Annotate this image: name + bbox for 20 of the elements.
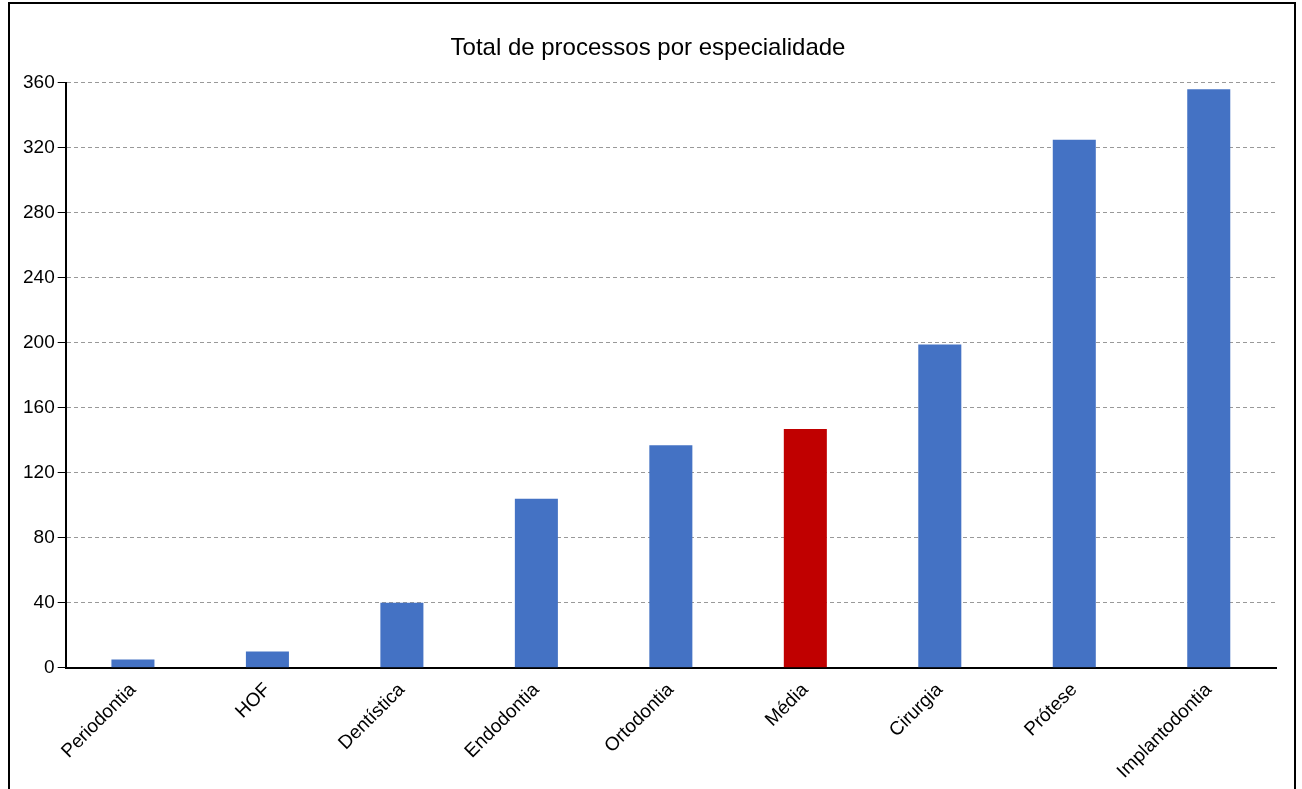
y-tick-label: 240 [23,266,55,288]
y-tick-label: 160 [23,396,55,417]
y-tick-label: 120 [23,461,55,482]
chart-title: Total de processos por especialidade [450,33,846,61]
y-tick-label: 360 [23,71,55,93]
y-tick-label: 200 [23,331,55,353]
y-tick-label: 80 [33,525,55,547]
y-tick-label: 280 [23,201,55,223]
bar [918,344,962,668]
bar [649,445,693,668]
y-tick-label: 0 [44,655,55,677]
bar [783,428,827,668]
bar [514,498,558,668]
y-tick-label: 40 [33,590,55,612]
bar [1187,89,1231,668]
bar [245,651,289,668]
bar [1052,139,1096,668]
y-tick-label: 320 [23,136,55,158]
bar [380,602,424,668]
bar [111,659,155,668]
